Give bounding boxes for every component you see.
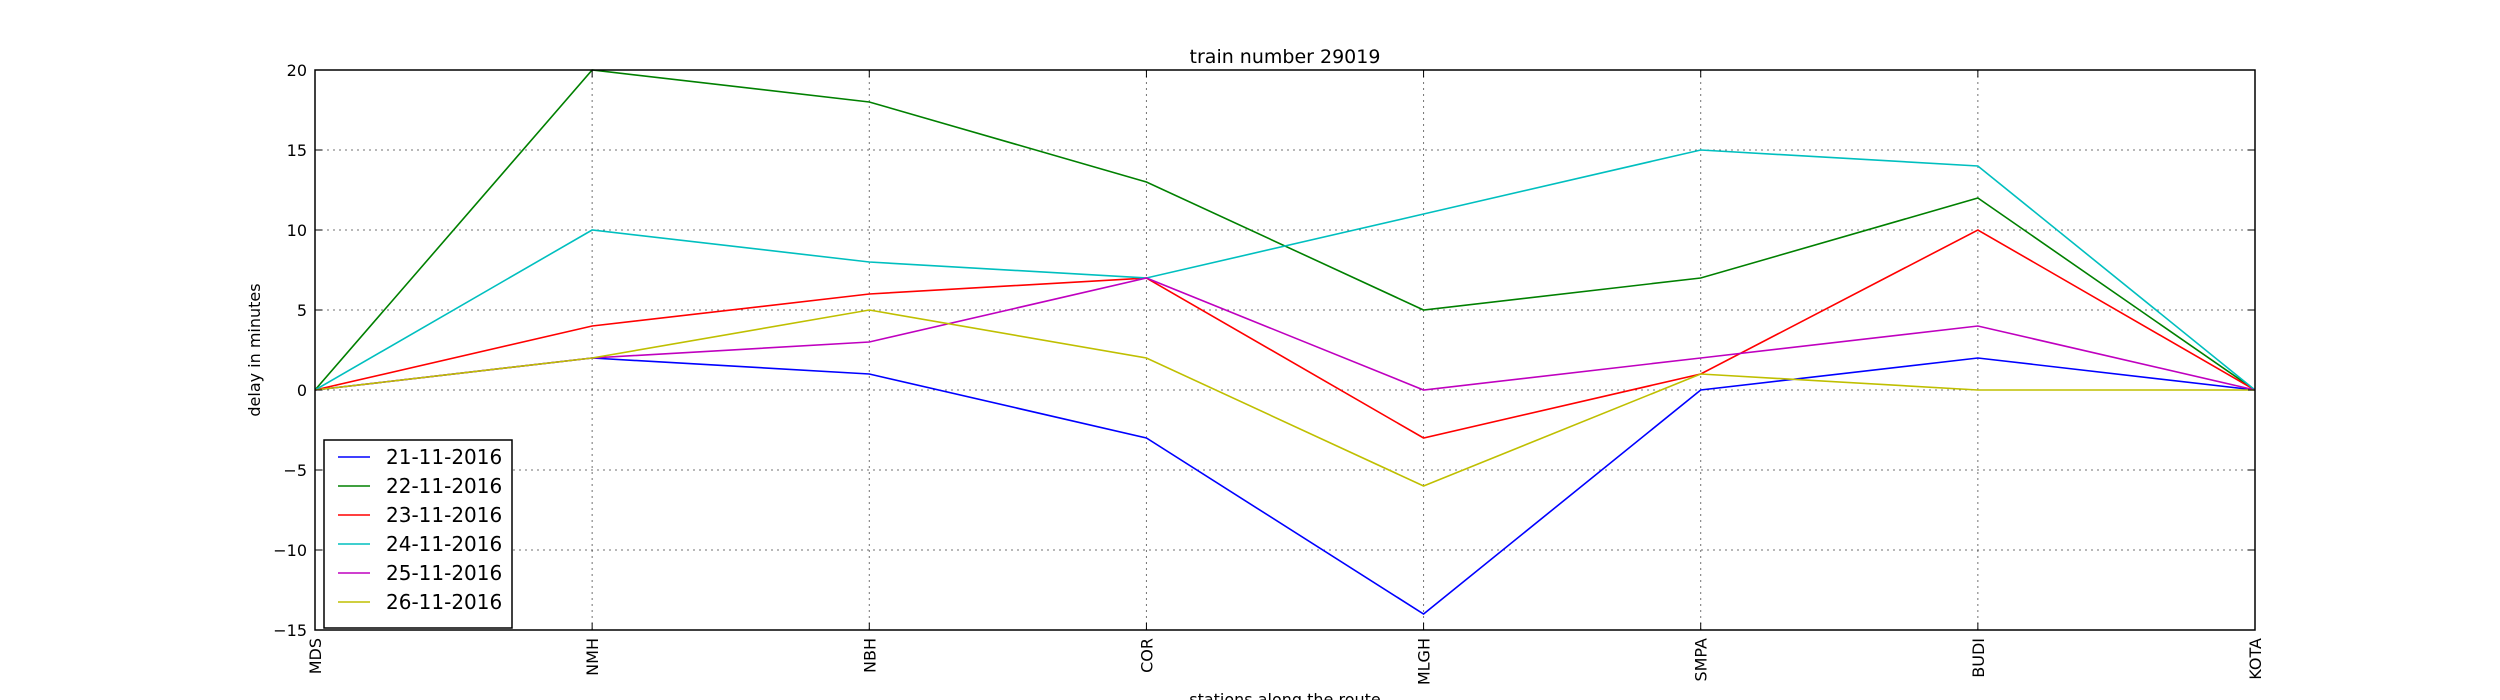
y-axis-ticks: −15 −10 −5 0 5 10 15 20	[273, 61, 2255, 640]
y-tick-label: −5	[283, 461, 307, 480]
legend-box	[323, 439, 513, 629]
x-axis-label: stations along the route	[1189, 690, 1381, 700]
x-tick-label: NBH	[860, 638, 879, 673]
x-axis-ticks: MDS NMH NBH COR MLGH SMPA BUDI KOTA	[306, 70, 2265, 685]
legend-label: 22-11-2016	[386, 474, 502, 498]
x-tick-label: MLGH	[1415, 638, 1434, 685]
grid	[314, 69, 2256, 631]
y-tick-label: −15	[273, 621, 307, 640]
series-line	[314, 277, 2256, 391]
series-line	[314, 69, 2256, 391]
y-tick-label: 5	[297, 301, 307, 320]
x-tick-label: MDS	[306, 638, 325, 674]
x-tick-label: SMPA	[1692, 638, 1711, 682]
y-tick-label: 10	[287, 221, 307, 240]
series-line	[314, 357, 2256, 615]
series-line	[314, 309, 2255, 487]
series-line	[314, 229, 2256, 439]
y-tick-label: 20	[287, 61, 307, 80]
series-line	[314, 149, 2256, 391]
x-tick-label: KOTA	[2246, 638, 2265, 680]
y-tick-label: −10	[273, 541, 307, 560]
legend-label: 23-11-2016	[386, 503, 502, 527]
legend-label: 24-11-2016	[386, 532, 502, 556]
legend-label: 25-11-2016	[386, 561, 502, 585]
x-tick-label: COR	[1137, 638, 1156, 673]
y-tick-label: 15	[287, 141, 307, 160]
chart-title: train number 29019	[1190, 46, 1381, 68]
legend-label: 26-11-2016	[386, 590, 502, 614]
x-tick-label: BUDI	[1969, 638, 1988, 678]
series-lines	[314, 69, 2256, 615]
y-tick-label: 0	[297, 381, 307, 400]
x-tick-label: NMH	[583, 638, 602, 676]
legend: 21-11-2016 22-11-2016 23-11-2016 24-11-2016…	[323, 439, 513, 629]
y-axis-label: delay in minutes	[245, 283, 264, 416]
legend-label: 21-11-2016	[386, 445, 502, 469]
plot-area-frame	[314, 69, 2256, 631]
